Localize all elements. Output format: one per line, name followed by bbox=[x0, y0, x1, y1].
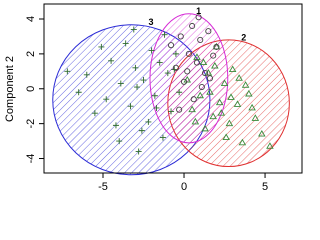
point bbox=[168, 108, 175, 115]
point bbox=[177, 33, 184, 40]
point bbox=[211, 61, 219, 69]
point bbox=[190, 96, 197, 103]
point bbox=[148, 47, 155, 54]
point bbox=[206, 88, 214, 95]
point bbox=[159, 134, 166, 141]
point bbox=[201, 124, 209, 132]
point bbox=[151, 92, 158, 99]
point bbox=[198, 83, 205, 91]
point bbox=[130, 26, 137, 33]
point bbox=[172, 64, 179, 71]
point bbox=[103, 96, 110, 103]
y-axis-label: Component 2 bbox=[4, 56, 16, 122]
point bbox=[127, 103, 134, 110]
cluster-label: 1 bbox=[196, 6, 201, 16]
point bbox=[245, 89, 253, 97]
point bbox=[248, 103, 256, 111]
y-tick-label: -4 bbox=[25, 154, 37, 164]
point bbox=[108, 57, 115, 64]
chart: Component 2 3 2 1 -5 0 5 -4 -2 0 2 4 bbox=[4, 3, 303, 193]
cluster-label: 2 bbox=[241, 32, 246, 42]
point bbox=[213, 43, 220, 50]
point bbox=[205, 28, 212, 35]
point bbox=[122, 40, 129, 47]
point bbox=[204, 68, 213, 76]
point bbox=[138, 127, 145, 134]
x-tick-label: -5 bbox=[98, 181, 108, 193]
point bbox=[153, 104, 160, 111]
cluster-ellipse bbox=[149, 13, 229, 144]
point bbox=[188, 105, 196, 113]
point bbox=[156, 59, 163, 66]
point bbox=[195, 14, 202, 21]
point bbox=[83, 71, 90, 78]
point bbox=[172, 50, 179, 57]
point bbox=[189, 22, 196, 30]
point bbox=[134, 84, 141, 91]
point bbox=[266, 142, 274, 149]
y-tick-label: -2 bbox=[25, 119, 37, 129]
point bbox=[116, 138, 123, 145]
point bbox=[135, 148, 142, 155]
point bbox=[202, 70, 209, 77]
point bbox=[220, 79, 229, 86]
x-tick-label: 5 bbox=[262, 181, 268, 193]
point bbox=[227, 93, 235, 100]
point bbox=[225, 119, 234, 127]
point bbox=[185, 50, 192, 57]
point bbox=[258, 130, 266, 137]
point bbox=[228, 65, 237, 73]
point bbox=[238, 138, 247, 146]
point bbox=[206, 75, 213, 82]
point bbox=[210, 52, 217, 59]
point bbox=[217, 109, 226, 116]
point bbox=[164, 70, 171, 77]
point bbox=[215, 98, 224, 106]
point bbox=[132, 64, 139, 71]
point bbox=[212, 42, 221, 50]
y-tick-label: 0 bbox=[25, 86, 37, 92]
point bbox=[251, 114, 260, 121]
point bbox=[222, 133, 230, 141]
point bbox=[191, 117, 200, 125]
point bbox=[161, 31, 168, 38]
point bbox=[112, 122, 119, 129]
point bbox=[196, 91, 205, 99]
x-tick-label: 0 bbox=[181, 181, 187, 193]
point bbox=[193, 59, 201, 66]
point bbox=[184, 68, 191, 75]
point bbox=[91, 110, 98, 117]
point bbox=[180, 78, 188, 85]
point bbox=[235, 74, 243, 81]
y-tick-label: 4 bbox=[25, 16, 37, 22]
point bbox=[197, 36, 204, 43]
point bbox=[199, 58, 208, 66]
point bbox=[193, 53, 201, 60]
point bbox=[98, 43, 105, 50]
y-tick-label: 2 bbox=[25, 51, 37, 57]
point bbox=[145, 118, 152, 125]
point bbox=[117, 80, 124, 87]
point bbox=[176, 89, 183, 96]
point bbox=[75, 89, 82, 96]
point bbox=[176, 106, 183, 113]
point bbox=[140, 77, 147, 84]
point bbox=[241, 81, 250, 88]
point bbox=[168, 42, 175, 49]
point bbox=[64, 68, 71, 75]
point bbox=[233, 100, 242, 107]
cluster-label: 3 bbox=[148, 17, 153, 27]
point bbox=[209, 112, 217, 120]
